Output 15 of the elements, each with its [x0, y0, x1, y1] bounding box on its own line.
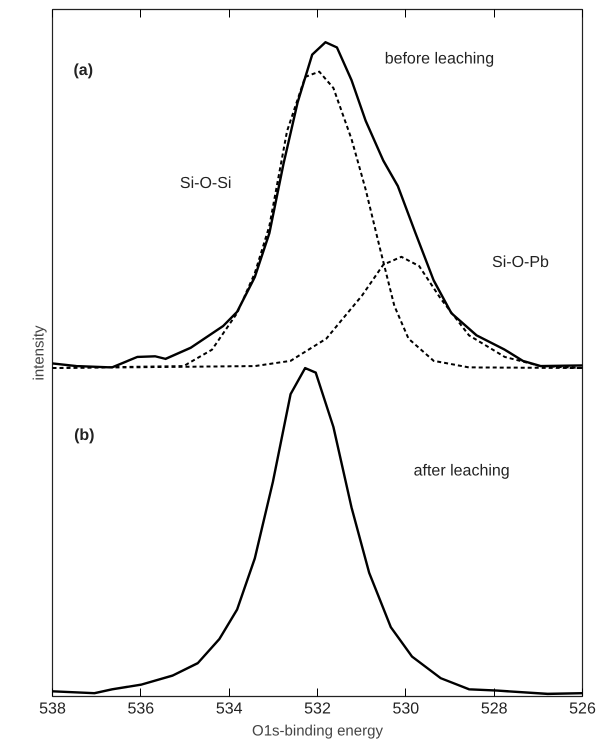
annotation: (a): [73, 62, 94, 80]
x-tick-label: 528: [480, 700, 508, 718]
x-tick-label: 530: [392, 700, 420, 718]
annotation: Si-O-Si: [180, 174, 232, 192]
x-tick-label: 534: [216, 700, 243, 718]
x-tick-label: 538: [39, 700, 66, 718]
x-axis-title: O1s-binding energy: [252, 722, 384, 740]
annotation: before leaching: [384, 50, 494, 68]
x-tick-label: 526: [569, 700, 596, 718]
annotation: (b): [74, 426, 95, 444]
annotation: Si-O-Pb: [492, 254, 550, 271]
y-axis-title: intensity: [30, 324, 48, 381]
annotation: after leaching: [414, 462, 510, 480]
x-tick-label: 532: [304, 700, 331, 718]
x-tick-label: 536: [127, 700, 154, 718]
